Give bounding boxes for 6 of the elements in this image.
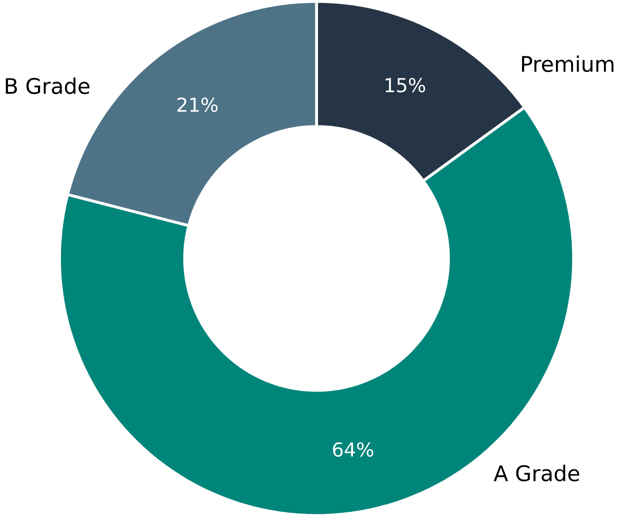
slice-label: Premium: [522, 56, 614, 72]
slice-label: A Grade: [494, 464, 580, 482]
data-label: 64%: [333, 442, 374, 457]
data-label: 15%: [386, 78, 426, 92]
data-label: 21%: [177, 98, 218, 112]
slice-label: B Grade: [6, 78, 90, 94]
